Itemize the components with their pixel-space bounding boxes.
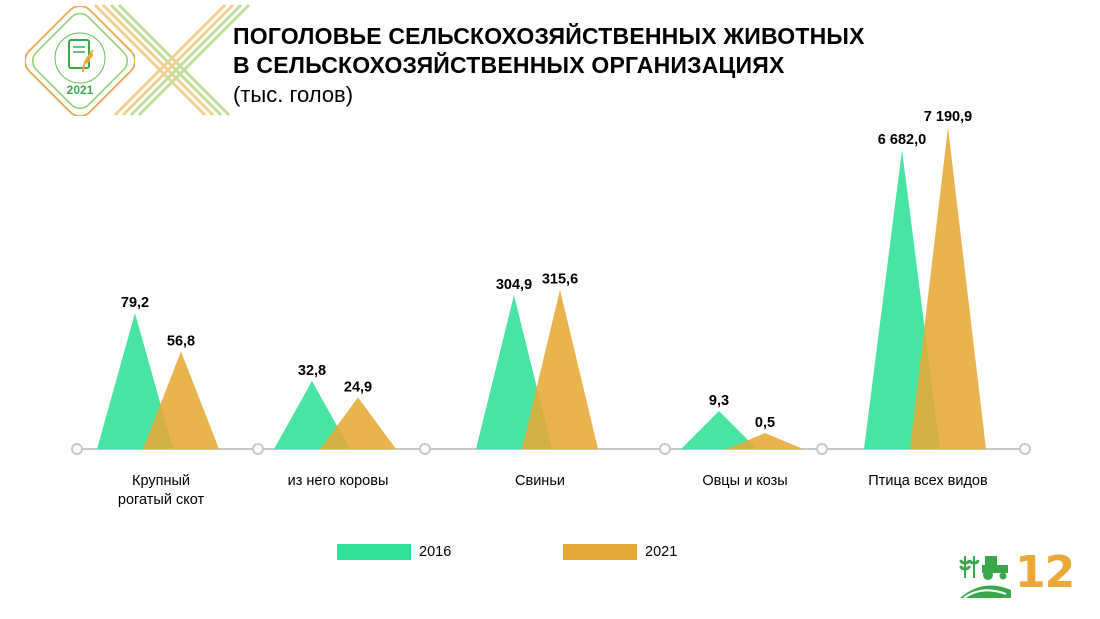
value-label-2021-4: 7 190,9 xyxy=(924,109,972,125)
legend-label-2016: 2016 xyxy=(419,544,452,560)
peak-2016-1 xyxy=(274,381,350,449)
svg-text:2021: 2021 xyxy=(67,83,94,97)
value-label-2016-0: 79,2 xyxy=(121,295,149,311)
legend-label-2021: 2021 xyxy=(645,544,678,560)
category-label-4: Птица всех видов xyxy=(853,472,1003,491)
peak-2016-0 xyxy=(97,313,173,449)
peak-2016-3 xyxy=(681,411,757,449)
value-label-2021-1: 24,9 xyxy=(344,379,372,395)
axis-marker-4 xyxy=(816,443,828,455)
value-label-2016-2: 304,9 xyxy=(496,277,532,293)
legend-item-2016: 2016 xyxy=(337,543,451,561)
census-logo: 2021 xyxy=(25,6,135,116)
value-label-2021-2: 315,6 xyxy=(542,272,578,288)
units-subtitle: (тыс. голов) xyxy=(233,82,354,107)
value-label-2016-3: 9,3 xyxy=(709,393,729,409)
category-label-line: Свиньи xyxy=(515,473,565,489)
category-label-3: Овцы и козы xyxy=(670,472,820,491)
page-number: 12 xyxy=(1015,547,1075,598)
value-label-2021-3: 0,5 xyxy=(755,415,775,431)
decorative-stripes xyxy=(93,3,251,117)
value-label-2016-1: 32,8 xyxy=(298,363,326,379)
legend-swatch-2021 xyxy=(563,544,637,560)
title-line-1: ПОГОЛОВЬЕ СЕЛЬСКОХОЗЯЙСТВЕННЫХ ЖИВОТНЫХ xyxy=(233,23,865,49)
peak-2021-1 xyxy=(320,397,396,449)
value-label-2016-4: 6 682,0 xyxy=(878,132,926,148)
legend-swatch-2016 xyxy=(337,544,411,560)
peak-2021-2 xyxy=(522,289,598,449)
peak-2021-0 xyxy=(143,351,219,449)
peak-2021-3 xyxy=(727,433,803,449)
title-line-2: В СЕЛЬСКОХОЗЯЙСТВЕННЫХ ОРГАНИЗАЦИЯХ xyxy=(233,52,785,78)
category-label-0: Крупный рогатый скот xyxy=(86,472,236,510)
category-label-line: рогатый скот xyxy=(117,492,205,508)
category-label-line: Крупный xyxy=(132,473,190,489)
farm-tractor-icon xyxy=(959,556,1011,599)
peak-2021-4 xyxy=(910,127,986,449)
category-label-2: Свиньи xyxy=(465,472,615,491)
legend-item-2021: 2021 xyxy=(563,543,677,561)
slide-title: ПОГОЛОВЬЕ СЕЛЬСКОХОЗЯЙСТВЕННЫХ ЖИВОТНЫХ … xyxy=(233,22,993,110)
axis-marker-3 xyxy=(659,443,671,455)
axis-marker-0 xyxy=(71,443,83,455)
category-label-line: Птица всех видов xyxy=(868,473,988,489)
category-label-line: Овцы и козы xyxy=(702,473,788,489)
axis-marker-2 xyxy=(419,443,431,455)
value-label-2021-0: 56,8 xyxy=(167,333,195,349)
axis-marker-1 xyxy=(252,443,264,455)
category-label-1: из него коровы xyxy=(263,472,413,491)
axis-marker-5 xyxy=(1019,443,1031,455)
category-label-line: из него коровы xyxy=(287,473,389,489)
